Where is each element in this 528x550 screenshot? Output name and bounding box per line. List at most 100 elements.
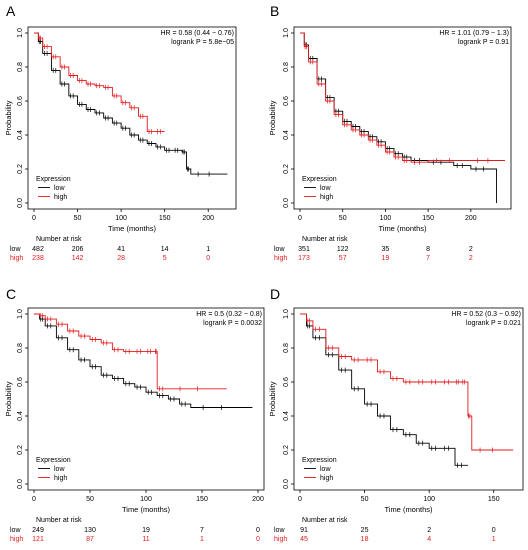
risk-table-title: Number at risk	[36, 236, 82, 243]
x-tick-label: 200	[202, 215, 214, 222]
y-tick-label: 0.2	[17, 164, 24, 174]
risk-value: 8	[426, 246, 430, 253]
stat-line: logrank P = 0.0032	[203, 320, 262, 327]
risk-value: 122	[337, 246, 349, 253]
risk-value: 0	[256, 536, 260, 543]
legend-label-low: low	[320, 466, 331, 473]
y-tick-label: 0.8	[17, 62, 24, 72]
km-curve-high	[300, 32, 505, 163]
y-tick-label: 0.6	[283, 96, 290, 106]
panel-b: B 0.0 0.2 0.4 0.6 0.8 1.0 0 50 100 150 200 Probabili…	[268, 3, 512, 262]
legend-title: Expression	[36, 176, 71, 183]
x-tick-label: 150	[196, 496, 208, 503]
km-curve-high	[34, 313, 227, 390]
y-tick-label: 0.2	[17, 445, 24, 455]
risk-value: 87	[86, 536, 94, 543]
risk-value: 28	[117, 255, 125, 262]
legend-label-high: high	[54, 475, 67, 482]
risk-value: 2	[469, 255, 473, 262]
y-tick-label: 0.8	[283, 62, 290, 72]
x-tick-label: 100	[380, 215, 392, 222]
km-curve-high	[300, 313, 514, 451]
y-tick-label: 0.0	[17, 198, 24, 208]
risk-value: 5	[163, 255, 167, 262]
x-tick-label: 150	[422, 215, 434, 222]
stat-line: logrank P = 0.021	[466, 320, 521, 327]
risk-row-label: high	[10, 536, 23, 543]
x-axis-title: Time (months)	[122, 505, 171, 514]
y-tick-label: 1.0	[17, 309, 24, 319]
x-tick-label: 50	[74, 215, 82, 222]
y-tick-label: 0.2	[283, 445, 290, 455]
legend-title: Expression	[302, 457, 337, 464]
km-curve-high	[34, 32, 165, 133]
x-tick-label: 0	[32, 496, 36, 503]
x-tick-label: 0	[298, 215, 302, 222]
x-tick-label: 200	[252, 496, 264, 503]
x-axis-title: Time (months)	[378, 224, 427, 233]
risk-row-label: low	[274, 527, 285, 534]
risk-table-title: Number at risk	[302, 236, 348, 243]
risk-value: 130	[84, 527, 96, 534]
x-tick-label: 50	[86, 496, 94, 503]
legend-label-high: high	[320, 475, 333, 482]
panel-label: D	[270, 286, 280, 302]
risk-value: 482	[32, 246, 44, 253]
y-tick-label: 0.0	[283, 198, 290, 208]
x-tick-label: 0	[32, 215, 36, 222]
km-curve-low	[34, 32, 228, 175]
km-curve-low	[34, 313, 253, 408]
risk-value: 1	[492, 536, 496, 543]
risk-value: 0	[206, 255, 210, 262]
risk-value: 0	[256, 527, 260, 534]
risk-value: 1	[206, 246, 210, 253]
risk-value: 4	[427, 536, 431, 543]
y-tick-label: 0.4	[283, 130, 290, 140]
panel-label: C	[6, 286, 16, 302]
km-curve-low	[300, 313, 468, 466]
risk-table-title: Number at risk	[302, 517, 348, 524]
stat-line: logrank P = 5.8e−05	[171, 39, 234, 46]
risk-row-label: low	[10, 246, 21, 253]
risk-value: 351	[298, 246, 310, 253]
risk-value: 35	[382, 246, 390, 253]
x-tick-label: 100	[115, 215, 127, 222]
risk-value: 1	[200, 536, 204, 543]
x-tick-label: 150	[159, 215, 171, 222]
y-tick-label: 1.0	[17, 28, 24, 38]
x-axis-title: Time (months)	[384, 505, 433, 514]
stat-line: HR = 0.5 (0.32 − 0.8)	[196, 311, 262, 318]
y-tick-label: 1.0	[283, 28, 290, 38]
risk-row-label: high	[274, 536, 287, 543]
legend-label-low: low	[320, 185, 331, 192]
y-tick-label: 0.4	[17, 411, 24, 421]
x-tick-label: 100	[423, 496, 435, 503]
risk-value: 142	[72, 255, 84, 262]
risk-value: 41	[117, 246, 125, 253]
x-axis-title: Time (months)	[108, 224, 157, 233]
legend-label-low: low	[54, 185, 65, 192]
risk-value: 206	[72, 246, 84, 253]
risk-value: 57	[339, 255, 347, 262]
risk-row-label: low	[10, 527, 21, 534]
y-tick-label: 0.6	[17, 377, 24, 387]
panel-label: B	[270, 3, 279, 19]
risk-value: 7	[426, 255, 430, 262]
risk-row-label: high	[274, 255, 287, 262]
panel-d: D 0.0 0.2 0.4 0.6 0.8 1.0 0 50 100 150 Probability T…	[268, 286, 524, 543]
y-axis-title: Probability	[4, 381, 13, 416]
y-tick-label: 0.4	[17, 130, 24, 140]
risk-table-title: Number at risk	[36, 517, 82, 524]
x-tick-label: 50	[361, 496, 369, 503]
y-tick-label: 0.8	[17, 343, 24, 353]
x-tick-label: 150	[488, 496, 500, 503]
risk-value: 121	[32, 536, 44, 543]
x-tick-label: 50	[339, 215, 347, 222]
risk-value: 249	[32, 527, 44, 534]
stat-line: HR = 0.52 (0.3 − 0.92)	[451, 311, 521, 318]
legend-label-high: high	[320, 194, 333, 201]
y-axis-title: Probability	[268, 381, 277, 416]
y-tick-label: 0.6	[17, 96, 24, 106]
risk-value: 238	[32, 255, 44, 262]
